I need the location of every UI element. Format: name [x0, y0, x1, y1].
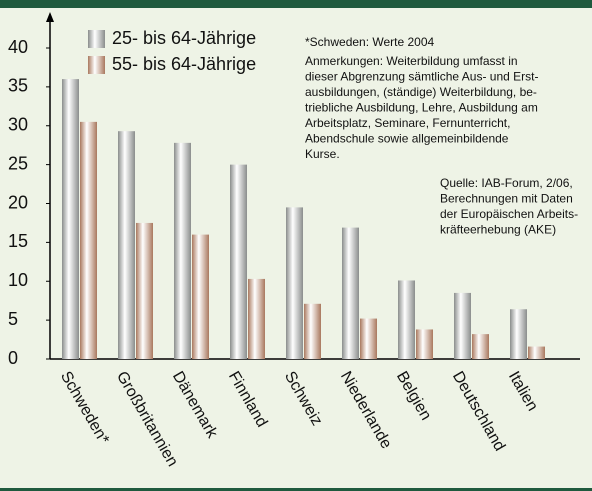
bar [80, 121, 97, 359]
y-tick-label: 20 [8, 192, 28, 212]
bar [454, 292, 471, 359]
annotation: Abendschule sowie allgemeinbildende [305, 132, 509, 146]
annotation: Arbeitsplatz, Seminare, Fernunterricht, [305, 116, 510, 130]
annotation: Kurse. [305, 147, 340, 161]
legend-swatch [88, 56, 105, 74]
bar [304, 303, 321, 359]
bar [174, 142, 191, 359]
y-tick-label: 0 [8, 348, 18, 368]
bar [398, 280, 415, 359]
bar [342, 227, 359, 359]
top-bar [0, 0, 592, 8]
annotation: Berechnungen mit Daten [440, 192, 573, 206]
y-tick-label: 30 [8, 115, 28, 135]
bottom-bar [0, 488, 592, 491]
annotation: Quelle: IAB-Forum, 2/06, [440, 176, 573, 190]
annotation: der Europäischen Arbeits- [440, 207, 578, 221]
annotation: Anmerkungen: Weiterbildung umfasst in [305, 54, 518, 68]
y-tick-label: 10 [8, 270, 28, 290]
annotation: kräfteerhebung (AKE) [440, 223, 556, 237]
y-tick-label: 35 [8, 76, 28, 96]
y-axis-arrow [46, 12, 54, 22]
annotation: triebliche Ausbildung, Lehre, Ausbildung… [305, 101, 538, 115]
annotation: *Schweden: Werte 2004 [305, 35, 435, 49]
bar [248, 278, 265, 359]
y-tick-label: 15 [8, 231, 28, 251]
annotation: ausbildungen, (ständige) Weiterbildung, … [305, 85, 537, 99]
bar [286, 207, 303, 359]
bar [416, 329, 433, 359]
bar [510, 309, 527, 359]
bar [472, 334, 489, 359]
annotation: dieser Abgrenzung sämtliche Aus- und Ers… [305, 70, 538, 84]
bar [192, 234, 209, 359]
legend-label: 55- bis 64-Jährige [112, 54, 256, 74]
legend-label: 25- bis 64-Jährige [112, 28, 256, 48]
bar [118, 131, 135, 359]
bar [62, 79, 79, 359]
y-tick-label: 25 [8, 153, 28, 173]
y-tick-label: 40 [8, 37, 28, 57]
bar [528, 346, 545, 359]
bar [230, 164, 247, 359]
bar [360, 318, 377, 359]
legend-swatch [88, 30, 105, 48]
bar [136, 222, 153, 359]
y-tick-label: 5 [8, 309, 18, 329]
